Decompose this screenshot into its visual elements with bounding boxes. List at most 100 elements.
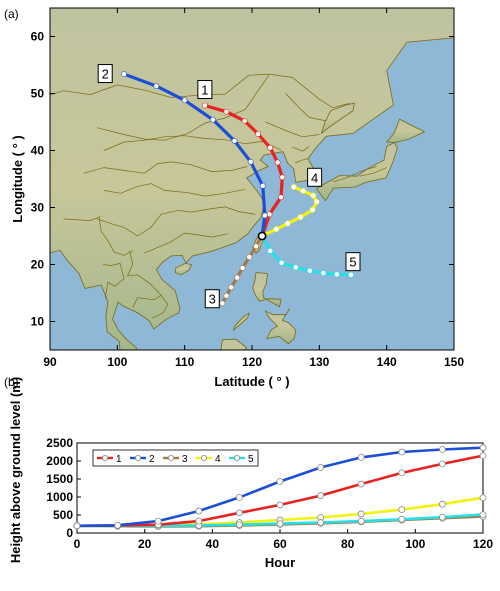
trajectory-1-point — [201, 102, 208, 109]
luzon — [252, 272, 282, 308]
track-label-1: 1 — [201, 83, 208, 98]
series-2-point — [235, 493, 243, 501]
series-2-point — [276, 478, 284, 485]
trajectory-2-point — [231, 137, 238, 144]
trajectory-1-point — [266, 211, 273, 218]
series-2-point — [317, 464, 325, 471]
border-line — [126, 250, 162, 308]
border-line — [83, 161, 248, 174]
trajectory-1-point — [278, 194, 284, 201]
border-line — [63, 216, 101, 221]
y-tick-label: 2500 — [46, 436, 73, 450]
trajectory-4-point — [309, 206, 316, 213]
trajectory-2-point — [259, 182, 266, 189]
borneo-north — [219, 338, 248, 350]
series-5-point — [317, 519, 325, 526]
map-y-tick-label: 20 — [31, 258, 45, 272]
y-tick-label: 1000 — [46, 490, 73, 504]
trajectory-4-point — [310, 192, 317, 199]
trajectory-1-point — [279, 174, 286, 181]
trajectory-3-point — [239, 265, 246, 271]
trajectory-4-point — [273, 226, 280, 233]
border-line — [332, 166, 377, 183]
legend-marker-4 — [200, 454, 207, 461]
border-line — [265, 121, 320, 138]
panel-b-label: (b) — [4, 375, 19, 389]
series-5-point — [438, 513, 446, 521]
hainan — [174, 262, 192, 276]
border-line — [103, 183, 246, 197]
map-y-tick-label: 50 — [31, 87, 45, 101]
height-chart-panel: 0 20 40 60 80 100 120 0 500 1000 1500 2000 2500 Hour H… — [8, 377, 493, 570]
trajectories — [121, 71, 354, 307]
series-2-point — [73, 522, 81, 530]
border-line — [152, 295, 169, 319]
trajectory-1-point — [241, 117, 248, 124]
map-x-tick-label: 110 — [175, 355, 195, 369]
legend-marker-1 — [102, 454, 109, 461]
trajectory-4-point — [313, 198, 320, 205]
trajectory-4-point — [284, 220, 291, 227]
series-1-point — [357, 480, 365, 488]
track-label-box — [97, 64, 113, 84]
trajectory-1-point — [267, 144, 274, 151]
trajectory-5-point — [320, 270, 327, 276]
x-tick-label: 60 — [273, 537, 287, 551]
trajectory-5-point — [333, 271, 340, 278]
border-line — [285, 93, 327, 122]
x-tick-label: 120 — [473, 537, 493, 551]
series-5-point — [357, 517, 365, 525]
map-background — [50, 8, 454, 350]
trajectory-3-point — [223, 292, 230, 299]
series-5-point — [235, 521, 243, 529]
track-label-4: 4 — [311, 170, 318, 185]
y-tick-label: 0 — [66, 526, 73, 540]
series-1-point — [276, 501, 284, 509]
series-1-point — [235, 509, 243, 517]
series-2-point — [357, 453, 365, 461]
trajectory-3-point — [228, 284, 235, 291]
track-label-2: 2 — [102, 67, 109, 82]
series-1-point — [438, 460, 446, 468]
series-1-point — [317, 492, 325, 499]
series-4-point — [479, 494, 487, 502]
map-x-axis-label: Latitude ( ° ) — [214, 374, 289, 389]
map-x-tick-label: 130 — [309, 355, 329, 369]
trajectory-2-point — [247, 158, 254, 165]
legend-label-4: 4 — [215, 454, 221, 465]
trajectory-5-point — [348, 271, 354, 278]
series-2-point — [398, 448, 406, 456]
visayas-mindanao — [264, 308, 297, 345]
legend-label-1: 1 — [116, 454, 122, 465]
japan-honshu — [316, 141, 398, 202]
track-label-box — [345, 252, 361, 272]
border-line — [97, 75, 270, 141]
trajectory-1-point — [223, 108, 230, 115]
trajectory-2-point — [181, 97, 188, 104]
legend-marker-2 — [134, 454, 141, 461]
legend-label-3: 3 — [182, 454, 188, 465]
map-x-tick-label: 100 — [107, 355, 127, 369]
border-line — [103, 135, 282, 151]
legend: 1 2 3 4 5 — [92, 449, 259, 467]
track-label-box — [307, 167, 323, 187]
series-2-point — [114, 521, 121, 529]
border-line — [96, 206, 256, 237]
x-tick-label: 20 — [138, 537, 152, 551]
trajectory-2-point — [210, 116, 216, 123]
legend-label-2: 2 — [149, 454, 155, 465]
x-tick-label: 0 — [74, 537, 81, 551]
trajectory-3-point — [234, 274, 241, 281]
x-tick-label: 100 — [405, 537, 425, 551]
y-tick-label: 1500 — [46, 472, 73, 486]
japan-hokkaido — [385, 118, 426, 143]
trajectory-5-point — [278, 259, 285, 266]
series-4-point — [438, 500, 446, 508]
legend-label-5: 5 — [248, 454, 254, 465]
trajectory-2-point — [153, 83, 160, 89]
map-panel: 90 100 110 120 130 140 150 10 20 30 40 50 60 Latitude… — [10, 7, 464, 389]
border-line — [359, 167, 387, 177]
x-axis-label: Hour — [265, 555, 295, 570]
trajectory-3-point — [219, 300, 226, 307]
